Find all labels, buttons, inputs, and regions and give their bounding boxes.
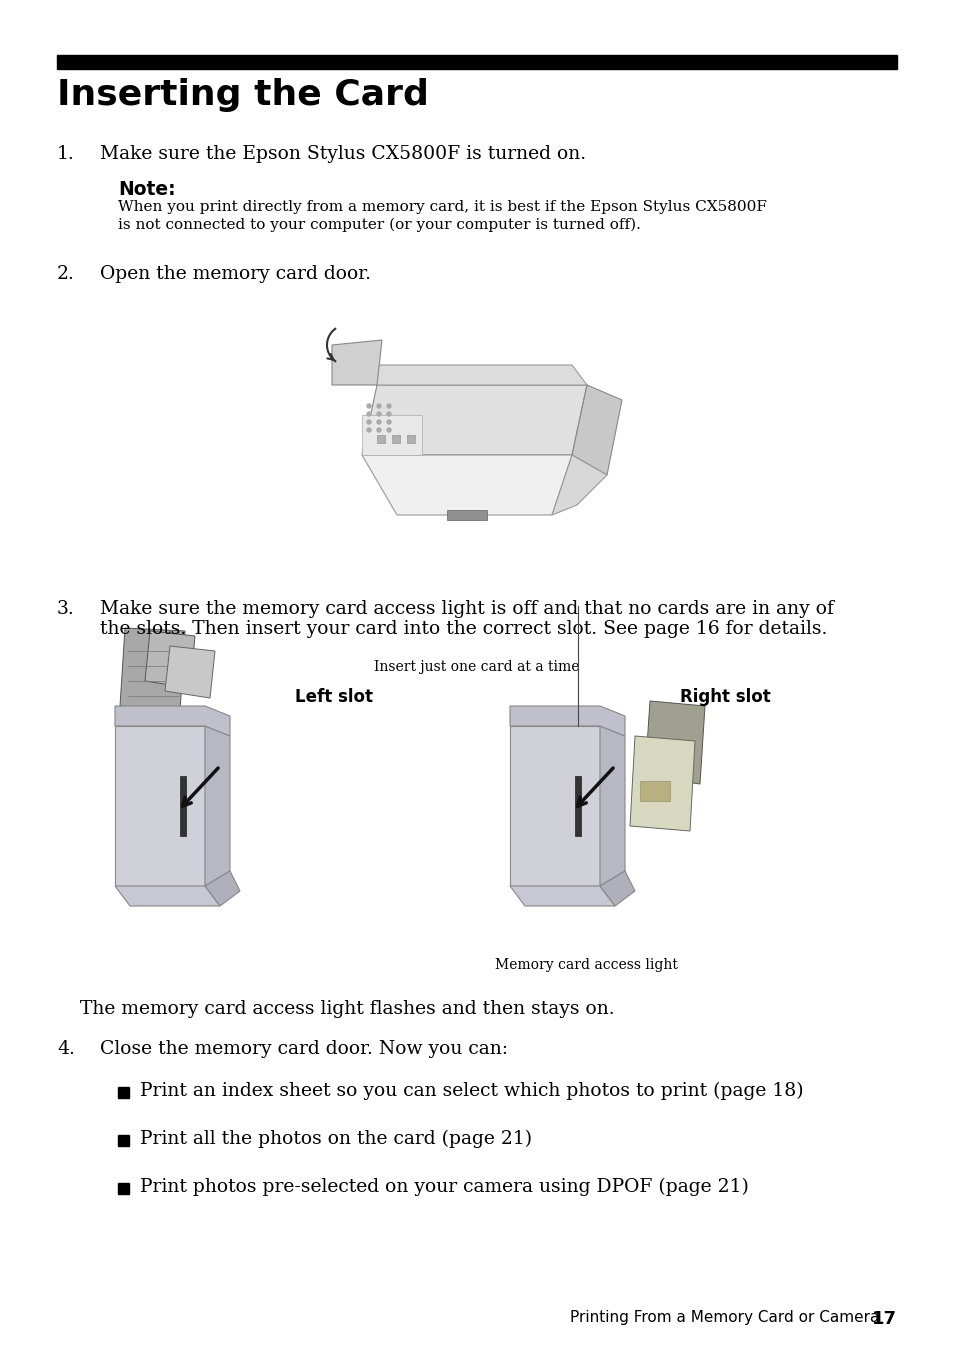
Polygon shape: [510, 706, 624, 735]
Text: The memory card access light flashes and then stays on.: The memory card access light flashes and…: [80, 1000, 614, 1018]
Polygon shape: [205, 726, 230, 886]
Circle shape: [376, 412, 380, 416]
Circle shape: [387, 404, 391, 408]
Text: Print photos pre-selected on your camera using DPOF (page 21): Print photos pre-selected on your camera…: [140, 1178, 748, 1197]
Circle shape: [367, 412, 371, 416]
Polygon shape: [552, 456, 606, 515]
Text: 17: 17: [871, 1310, 896, 1328]
Polygon shape: [599, 871, 635, 906]
Bar: [407, 435, 415, 443]
Text: is not connected to your computer (or your computer is turned off).: is not connected to your computer (or yo…: [118, 218, 640, 233]
Polygon shape: [572, 385, 621, 475]
Bar: [510, 726, 599, 886]
Text: Memory card access light: Memory card access light: [495, 959, 678, 972]
Bar: [376, 435, 385, 443]
Polygon shape: [510, 886, 615, 906]
Text: Printing From a Memory Card or Camera: Printing From a Memory Card or Camera: [569, 1310, 879, 1325]
Circle shape: [387, 412, 391, 416]
Text: Make sure the Epson Stylus CX5800F is turned on.: Make sure the Epson Stylus CX5800F is tu…: [100, 145, 585, 164]
Bar: [118, 1134, 129, 1146]
Circle shape: [367, 420, 371, 425]
Polygon shape: [361, 385, 586, 456]
Polygon shape: [332, 339, 381, 385]
Circle shape: [367, 404, 371, 408]
Polygon shape: [145, 631, 194, 688]
Bar: [639, 781, 669, 800]
Polygon shape: [644, 700, 704, 784]
Bar: [115, 726, 205, 886]
Text: Inserting the Card: Inserting the Card: [57, 78, 429, 112]
Polygon shape: [599, 726, 624, 886]
Text: 3.: 3.: [57, 600, 74, 618]
Polygon shape: [205, 871, 240, 906]
Bar: [392, 435, 399, 443]
Text: Print all the photos on the card (page 21): Print all the photos on the card (page 2…: [140, 1130, 532, 1148]
Text: Note:: Note:: [118, 180, 175, 199]
Circle shape: [376, 404, 380, 408]
Bar: [118, 1183, 129, 1194]
Polygon shape: [361, 415, 421, 456]
Text: 1.: 1.: [57, 145, 74, 164]
Text: Print an index sheet so you can select which photos to print (page 18): Print an index sheet so you can select w…: [140, 1082, 802, 1101]
Bar: [118, 1087, 129, 1098]
Polygon shape: [447, 510, 486, 521]
Circle shape: [376, 420, 380, 425]
Text: When you print directly from a memory card, it is best if the Epson Stylus CX580: When you print directly from a memory ca…: [118, 200, 766, 214]
Polygon shape: [165, 646, 214, 698]
Text: Left slot: Left slot: [294, 688, 373, 706]
Polygon shape: [115, 886, 220, 906]
Polygon shape: [361, 365, 586, 385]
Circle shape: [367, 429, 371, 433]
Circle shape: [376, 429, 380, 433]
Circle shape: [387, 429, 391, 433]
Text: the slots. Then insert your card into the correct slot. See page 16 for details.: the slots. Then insert your card into th…: [100, 621, 826, 638]
Text: Close the memory card door. Now you can:: Close the memory card door. Now you can:: [100, 1040, 507, 1059]
Polygon shape: [115, 706, 230, 735]
Polygon shape: [120, 627, 185, 711]
Text: Right slot: Right slot: [679, 688, 770, 706]
Bar: [575, 776, 580, 836]
Text: Insert just one card at a time: Insert just one card at a time: [374, 660, 579, 675]
Circle shape: [387, 420, 391, 425]
Text: Make sure the memory card access light is off and that no cards are in any of: Make sure the memory card access light i…: [100, 600, 833, 618]
Polygon shape: [629, 735, 695, 831]
Bar: [180, 776, 186, 836]
Polygon shape: [361, 456, 572, 515]
Text: 4.: 4.: [57, 1040, 74, 1059]
Text: Open the memory card door.: Open the memory card door.: [100, 265, 371, 283]
Text: 2.: 2.: [57, 265, 74, 283]
Bar: [57, 55, 896, 69]
